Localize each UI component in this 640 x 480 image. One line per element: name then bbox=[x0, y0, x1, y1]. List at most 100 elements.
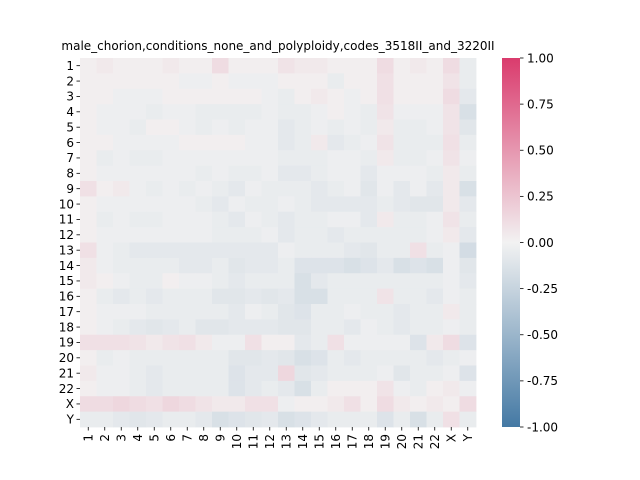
heatmap-cell bbox=[344, 365, 361, 382]
heatmap-cell bbox=[261, 350, 279, 366]
heatmap-cell bbox=[344, 165, 361, 182]
heatmap-cell bbox=[426, 88, 444, 105]
heatmap-cell bbox=[162, 350, 180, 366]
heatmap-cell bbox=[162, 334, 180, 351]
heatmap-cell bbox=[245, 288, 262, 305]
heatmap-cell bbox=[245, 165, 262, 182]
heatmap-cell bbox=[443, 365, 460, 382]
heatmap-cell bbox=[278, 196, 295, 213]
heatmap-cell bbox=[195, 88, 213, 105]
heatmap-cell bbox=[443, 119, 460, 136]
heatmap-cell bbox=[146, 88, 163, 105]
x-tick-label: 2 bbox=[98, 434, 112, 442]
heatmap-cell bbox=[278, 165, 295, 182]
heatmap-cell bbox=[344, 88, 361, 105]
heatmap-cell bbox=[410, 88, 427, 105]
heatmap-cell bbox=[443, 304, 460, 320]
y-tick-label: 13 bbox=[59, 243, 74, 257]
heatmap-cell bbox=[311, 273, 328, 290]
heatmap-cell bbox=[80, 104, 97, 120]
heatmap-cell bbox=[426, 257, 444, 274]
heatmap-cell bbox=[228, 319, 246, 336]
heatmap-cell bbox=[146, 227, 163, 243]
heatmap-cell bbox=[443, 396, 460, 413]
x-tick-label: 22 bbox=[428, 434, 442, 449]
heatmap-cell bbox=[80, 288, 97, 305]
heatmap-cell bbox=[179, 165, 196, 182]
heatmap-cell bbox=[80, 380, 97, 397]
heatmap-cell bbox=[261, 58, 279, 74]
heatmap-cell bbox=[327, 350, 345, 366]
heatmap-cell bbox=[294, 334, 312, 351]
heatmap-cell bbox=[278, 411, 295, 428]
heatmap-cell bbox=[245, 73, 262, 90]
heatmap-cell bbox=[129, 242, 147, 259]
heatmap-cell bbox=[327, 181, 345, 197]
heatmap-cell bbox=[278, 365, 295, 382]
heatmap-cell bbox=[459, 119, 477, 136]
heatmap-cell bbox=[377, 104, 394, 120]
heatmap-cell bbox=[410, 350, 427, 366]
heatmap-cell bbox=[360, 350, 378, 366]
heatmap-cell bbox=[311, 334, 328, 351]
heatmap-cell bbox=[96, 273, 114, 290]
heatmap-cell bbox=[459, 365, 477, 382]
heatmap-cell bbox=[195, 334, 213, 351]
heatmap-cell bbox=[278, 242, 295, 259]
heatmap-cell bbox=[294, 104, 312, 120]
heatmap-cell bbox=[179, 365, 196, 382]
y-tick-label: 9 bbox=[66, 182, 74, 196]
heatmap-cell bbox=[162, 319, 180, 336]
heatmap-cell bbox=[426, 165, 444, 182]
heatmap-cell bbox=[311, 58, 328, 74]
heatmap-cell bbox=[278, 257, 295, 274]
heatmap-cell bbox=[377, 88, 394, 105]
heatmap-cell bbox=[410, 227, 427, 243]
heatmap-cell bbox=[96, 334, 114, 351]
heatmap-cell bbox=[162, 304, 180, 320]
heatmap-cell bbox=[360, 165, 378, 182]
heatmap-cell bbox=[393, 380, 411, 397]
y-tick-label: 8 bbox=[66, 167, 74, 181]
heatmap-cell bbox=[393, 73, 411, 90]
heatmap-cell bbox=[360, 211, 378, 228]
heatmap-cell bbox=[344, 104, 361, 120]
heatmap-cell bbox=[443, 58, 460, 74]
heatmap-cell bbox=[410, 242, 427, 259]
heatmap-cell bbox=[311, 304, 328, 320]
heatmap-cell bbox=[245, 257, 262, 274]
heatmap-cell bbox=[443, 288, 460, 305]
heatmap-cell bbox=[344, 196, 361, 213]
heatmap-cell bbox=[96, 365, 114, 382]
heatmap-cell bbox=[113, 150, 130, 167]
heatmap-cell bbox=[195, 380, 213, 397]
heatmap-cell bbox=[146, 365, 163, 382]
heatmap-cell bbox=[162, 257, 180, 274]
heatmap-cell bbox=[228, 196, 246, 213]
heatmap-cell bbox=[393, 365, 411, 382]
heatmap-cell bbox=[377, 396, 394, 413]
heatmap-cell bbox=[344, 334, 361, 351]
heatmap-cell bbox=[245, 104, 262, 120]
heatmap-cell bbox=[113, 380, 130, 397]
heatmap-cell bbox=[311, 380, 328, 397]
x-tick-label: 11 bbox=[247, 434, 261, 449]
heatmap-cell bbox=[146, 119, 163, 136]
heatmap-cell bbox=[179, 304, 196, 320]
heatmap-cell bbox=[195, 365, 213, 382]
heatmap-cell bbox=[426, 119, 444, 136]
heatmap-cell bbox=[80, 273, 97, 290]
heatmap-cell bbox=[360, 257, 378, 274]
heatmap-cell bbox=[261, 304, 279, 320]
x-tick-label: 8 bbox=[197, 434, 211, 442]
heatmap-cell bbox=[96, 211, 114, 228]
heatmap-cell bbox=[410, 365, 427, 382]
heatmap-cell bbox=[311, 134, 328, 151]
x-tick-label: 7 bbox=[181, 434, 195, 442]
heatmap-cell bbox=[377, 411, 394, 428]
heatmap-cell bbox=[459, 273, 477, 290]
heatmap-cell bbox=[146, 319, 163, 336]
heatmap-cell bbox=[344, 211, 361, 228]
heatmap-cell bbox=[377, 73, 394, 90]
heatmap-cell bbox=[410, 334, 427, 351]
